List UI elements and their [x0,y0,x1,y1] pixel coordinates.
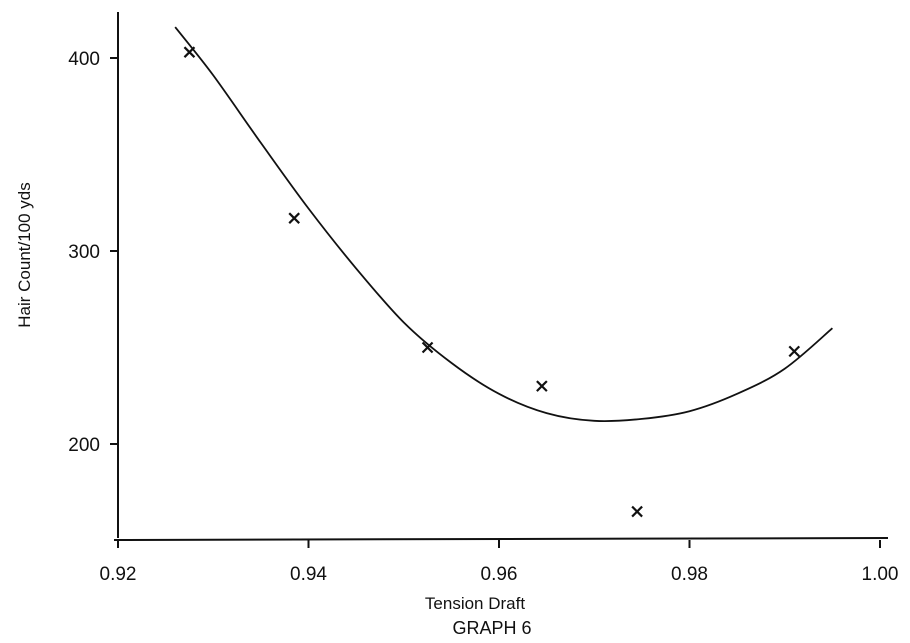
data-point [788,345,801,358]
y-tick-label: 400 [68,49,100,70]
data-points [183,46,801,518]
plot-area: 0.92 0.94 0.96 0.98 1.00 200 300 400 [68,12,898,585]
graph-caption: GRAPH 6 [452,618,531,638]
x-axis-title: Tension Draft [425,594,525,613]
x-tick-label: 0.96 [481,564,518,585]
x-tick-label: 0.92 [100,564,137,585]
y-ticks: 200 300 400 [68,49,118,456]
y-tick-label: 300 [68,242,100,263]
x-axis [113,537,889,541]
x-tick-label: 1.00 [862,564,899,585]
fit-curve [174,26,833,423]
data-point [288,212,300,224]
y-axis-title: Hair Count/100 yds [15,182,34,328]
x-tick-label: 0.94 [290,564,327,585]
data-point [536,380,548,392]
data-point [183,46,196,58]
x-ticks: 0.92 0.94 0.96 0.98 1.00 [100,540,899,585]
data-point [631,505,643,518]
data-point [421,341,434,354]
y-tick-label: 200 [68,435,100,456]
x-tick-label: 0.98 [671,564,708,585]
